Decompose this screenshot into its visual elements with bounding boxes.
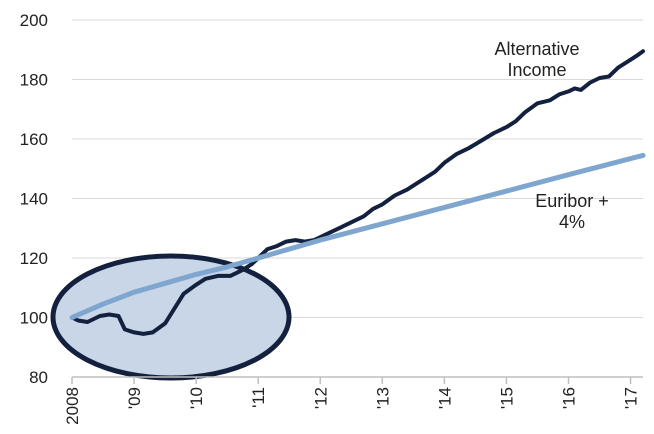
- series-lines: [69, 49, 646, 336]
- x-tick-label: '10: [187, 387, 206, 409]
- x-tick-labels: 2008 '09 '10 '11 '12 '13 '14 '15 '16 '17: [63, 387, 641, 425]
- x-tick-label: '09: [125, 387, 144, 409]
- x-tick-label: '11: [249, 387, 268, 408]
- x-tick-label: '16: [560, 387, 579, 409]
- series-line-euribor: [69, 152, 646, 320]
- y-tick-label: 180: [20, 71, 48, 90]
- y-tick-label: 200: [20, 11, 48, 30]
- y-tick-label: 140: [20, 190, 48, 209]
- annotations: Alternative Income Euribor +4%: [494, 39, 608, 232]
- x-tick-label: '14: [435, 387, 454, 409]
- y-tick-label: 100: [20, 309, 48, 328]
- annotation-label: Euribor +4%: [535, 191, 609, 232]
- x-tick-label: '17: [622, 387, 641, 409]
- y-tick-labels: 80 100 120 140 160 180 200: [20, 11, 48, 387]
- y-tick-label: 120: [20, 249, 48, 268]
- annotation-label: Alternative Income: [494, 39, 579, 80]
- y-tick-label: 80: [29, 368, 48, 387]
- x-tick-label: '12: [311, 387, 330, 409]
- axes: [71, 376, 643, 384]
- y-tick-label: 160: [20, 130, 48, 149]
- x-tick-label: 2008: [63, 387, 82, 425]
- series-line-alternative-income: [70, 49, 645, 336]
- x-tick-label: '13: [373, 387, 392, 409]
- x-tick-label: '15: [497, 387, 516, 409]
